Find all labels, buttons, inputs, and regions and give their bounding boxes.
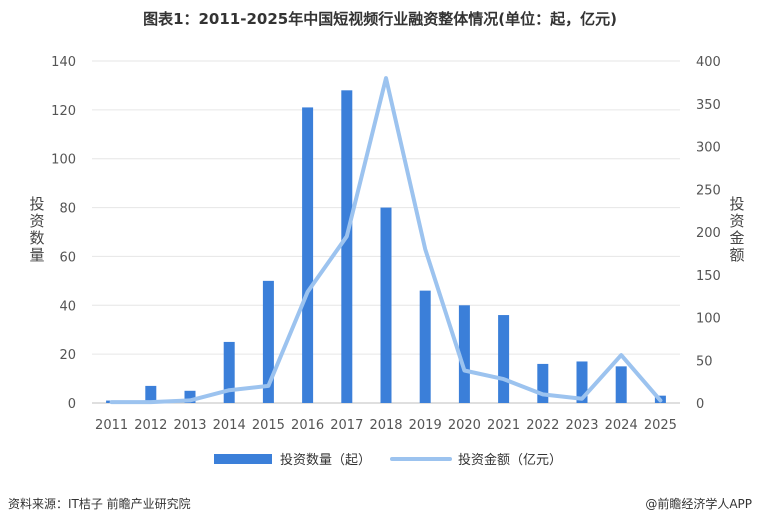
- y2-tick-label: 100: [696, 312, 721, 327]
- bar: [498, 315, 510, 403]
- y-tick-label: 40: [59, 299, 76, 314]
- x-tick-label: 2020: [448, 418, 481, 433]
- x-tick-label: 2025: [644, 418, 677, 433]
- y2-tick-label: 250: [696, 183, 721, 198]
- bar: [223, 341, 235, 403]
- x-tick-label: 2022: [526, 418, 559, 433]
- y-tick-label: 60: [59, 250, 76, 265]
- y2-tick-label: 0: [696, 397, 704, 412]
- legend-label: 投资金额（亿元）: [458, 452, 562, 468]
- x-tick-label: 2012: [134, 418, 167, 433]
- x-tick-label: 2013: [173, 418, 206, 433]
- x-tick-label: 2023: [565, 418, 598, 433]
- y2-tick-label: 300: [696, 141, 721, 156]
- x-tick-label: 2011: [95, 418, 128, 433]
- brand-watermark: @前瞻经济学人APP: [645, 497, 752, 511]
- legend: 投资数量（起） 投资金额（亿元）: [214, 452, 562, 468]
- bar: [262, 280, 274, 403]
- y-tick-label: 20: [59, 348, 76, 363]
- legend-label: 投资数量（起）: [280, 452, 371, 468]
- chart-title: 图表1：2011-2025年中国短视频行业融资整体情况(单位：起，亿元): [143, 10, 617, 28]
- y-tick-label: 80: [59, 202, 76, 217]
- x-tick-label: 2014: [213, 418, 246, 433]
- y2-tick-label: 350: [696, 98, 721, 113]
- bar: [458, 305, 470, 403]
- right-axis-ticks: 0 50 100 150 200 250 300 350 400: [696, 55, 721, 412]
- bar: [576, 361, 588, 403]
- y-tick-label: 140: [51, 55, 76, 70]
- source-note: 资料来源：IT桔子 前瞻产业研究院: [8, 497, 191, 511]
- y2-tick-label: 150: [696, 269, 721, 284]
- x-axis-ticks: 2011 2012 2013 2014 2015 2016 2017 2018 2019 2020…: [95, 418, 677, 433]
- series-line: [109, 76, 663, 405]
- bar: [380, 207, 392, 403]
- x-tick-label: 2016: [291, 418, 324, 433]
- bar: [145, 385, 157, 403]
- left-axis-label: 投资数量: [29, 195, 45, 264]
- line-series: [109, 76, 663, 405]
- bar-series: [106, 90, 666, 404]
- bar: [341, 90, 353, 404]
- x-tick-label: 2018: [369, 418, 402, 433]
- y-tick-label: 0: [68, 397, 76, 412]
- y2-tick-label: 200: [696, 226, 721, 241]
- bar: [615, 366, 627, 403]
- x-tick-label: 2017: [330, 418, 363, 433]
- x-tick-label: 2024: [605, 418, 638, 433]
- bar: [537, 363, 549, 403]
- legend-swatch-bar: [214, 454, 272, 464]
- x-tick-label: 2021: [487, 418, 520, 433]
- y2-tick-label: 400: [696, 55, 721, 70]
- x-tick-label: 2019: [409, 418, 442, 433]
- y-tick-label: 100: [51, 153, 76, 168]
- bar: [419, 290, 431, 403]
- bar: [184, 390, 196, 403]
- x-tick-label: 2015: [252, 418, 285, 433]
- y2-tick-label: 50: [696, 354, 713, 369]
- y-tick-label: 120: [51, 104, 76, 119]
- left-axis-ticks: 0 20 40 60 80 100 120 140: [51, 55, 76, 412]
- bar: [302, 107, 314, 404]
- right-axis-label: 投资金额: [729, 195, 745, 264]
